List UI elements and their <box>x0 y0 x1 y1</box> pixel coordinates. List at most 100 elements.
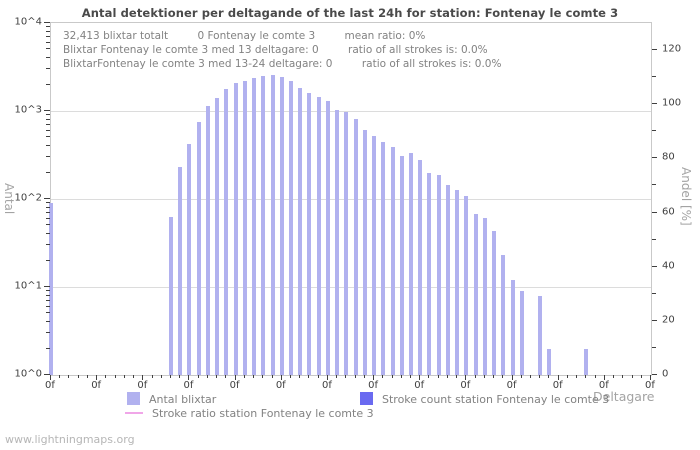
right-axis-title: Andel [%] <box>679 167 693 226</box>
right-tick-major <box>652 319 657 321</box>
x-tick-minor <box>271 375 273 378</box>
right-tick-label-20: 20 <box>662 314 675 326</box>
bar-tick-45 <box>464 196 469 375</box>
stats-line-13-deltagare: Blixtar Fontenay le comte 3 med 13 delta… <box>63 43 501 57</box>
gridline-10e1 <box>51 287 651 288</box>
bar-tick-19 <box>224 88 229 375</box>
left-tick-minor <box>46 206 50 208</box>
x-tick-minor <box>640 375 642 378</box>
x-tick-minor <box>428 375 430 378</box>
right-tick-major <box>652 49 657 51</box>
x-tick-minor <box>160 375 162 378</box>
legend-label-antal-blixtar: Antal blixtar <box>149 393 217 406</box>
left-tick-minor <box>46 26 50 28</box>
right-tick-major <box>652 374 657 375</box>
right-tick-label-120: 120 <box>662 43 682 55</box>
bars-layer <box>49 23 651 375</box>
x-tick-minor <box>123 375 125 378</box>
left-axis: 10^0 10^1 10^2 10^3 10^4 <box>0 17 50 380</box>
x-tick-minor <box>631 375 633 378</box>
left-tick-minor <box>46 123 50 125</box>
x-tick-minor <box>197 375 199 378</box>
x-tick-minor <box>585 375 587 378</box>
right-tick-label-40: 40 <box>662 260 675 272</box>
x-tick-minor <box>483 375 485 378</box>
left-tick-label-10e0: 10^0 <box>14 368 42 380</box>
x-tick-label-20: 0f <box>229 380 240 391</box>
x-tick-minor <box>253 375 255 378</box>
x-tick-minor <box>317 375 319 378</box>
x-tick-minor <box>68 375 70 378</box>
left-tick-minor <box>46 244 50 245</box>
gridline-10e3 <box>51 111 651 112</box>
x-tick-minor <box>400 375 402 378</box>
right-tick-label-100: 100 <box>662 97 682 109</box>
right-tick-major <box>652 103 657 105</box>
left-tick-minor <box>46 347 50 349</box>
bar-tick-54 <box>547 348 552 375</box>
left-tick-minor <box>46 217 50 219</box>
bar-tick-30 <box>325 100 330 375</box>
mean-ratio-text: mean ratio: 0% <box>344 30 426 42</box>
x-tick-minor <box>114 375 116 378</box>
right-tick-label-60: 60 <box>662 206 675 218</box>
left-tick-minor <box>46 211 50 213</box>
bar-tick-14 <box>178 167 183 375</box>
watermark: www.lightningmaps.org <box>5 433 135 446</box>
stats-line-totals: 32,413 blixtar totalt 0 Fontenay le comt… <box>63 29 501 43</box>
bar-tick-36 <box>381 142 386 375</box>
bar-tick-41 <box>427 173 432 375</box>
left-tick-minor <box>46 48 50 50</box>
x-tick-minor <box>539 375 541 378</box>
strokes-13-deltagare-text: Blixtar Fontenay le comte 3 med 13 delta… <box>63 44 319 56</box>
x-tick-minor <box>474 375 476 378</box>
bar-tick-38 <box>399 155 404 375</box>
left-tick-major <box>44 110 50 111</box>
bar-tick-21 <box>242 80 247 375</box>
bar-tick-27 <box>298 87 303 375</box>
bar-tick-0 <box>49 203 53 375</box>
x-tick-major <box>280 375 282 380</box>
x-tick-minor <box>299 375 301 378</box>
x-tick-minor <box>437 375 439 378</box>
x-tick-label-50: 0f <box>506 380 517 391</box>
left-tick-minor <box>46 83 50 85</box>
x-tick-minor <box>206 375 208 378</box>
x-axis: 0f 0f 0f 0f 0f 0f 0f 0f 0f 0f 0f 0f 0f 0f <box>45 375 655 393</box>
x-tick-label-35: 0f <box>368 380 379 391</box>
x-tick-minor <box>548 375 550 378</box>
x-tick-label-15: 0f <box>183 380 194 391</box>
right-tick-minor <box>652 130 656 132</box>
x-tick-minor <box>179 375 181 378</box>
x-tick-label-65: 0f <box>645 380 655 391</box>
x-tick-minor <box>225 375 227 378</box>
bar-tick-28 <box>307 92 312 375</box>
x-tick-minor <box>520 375 522 378</box>
left-tick-minor <box>46 202 50 204</box>
bar-tick-20 <box>233 82 238 375</box>
x-tick-minor <box>105 375 107 378</box>
left-tick-major <box>44 286 50 287</box>
x-tick-minor <box>170 375 171 378</box>
x-tick-minor <box>391 375 393 378</box>
ratio-13-deltagare-text: ratio of all strokes is: 0.0% <box>348 44 488 56</box>
left-tick-label-10e3: 10^3 <box>14 104 42 116</box>
x-tick-minor <box>613 375 615 378</box>
x-tick-minor <box>243 375 245 378</box>
bar-tick-49 <box>501 255 506 375</box>
left-tick-label-10e2: 10^2 <box>14 192 42 204</box>
bar-tick-44 <box>455 189 460 375</box>
left-tick-major <box>44 198 50 199</box>
bar-tick-47 <box>482 217 487 375</box>
x-tick-minor <box>336 375 338 378</box>
left-tick-major <box>44 22 50 23</box>
bar-tick-15 <box>187 144 192 375</box>
x-tick-major <box>373 375 375 380</box>
x-tick-minor <box>354 375 356 378</box>
x-tick-label-10: 0f <box>137 380 148 391</box>
right-tick-major <box>652 265 657 267</box>
x-tick-minor <box>530 375 531 378</box>
bar-tick-24 <box>270 74 275 375</box>
x-tick-minor <box>290 375 291 378</box>
left-tick-minor <box>46 145 50 147</box>
